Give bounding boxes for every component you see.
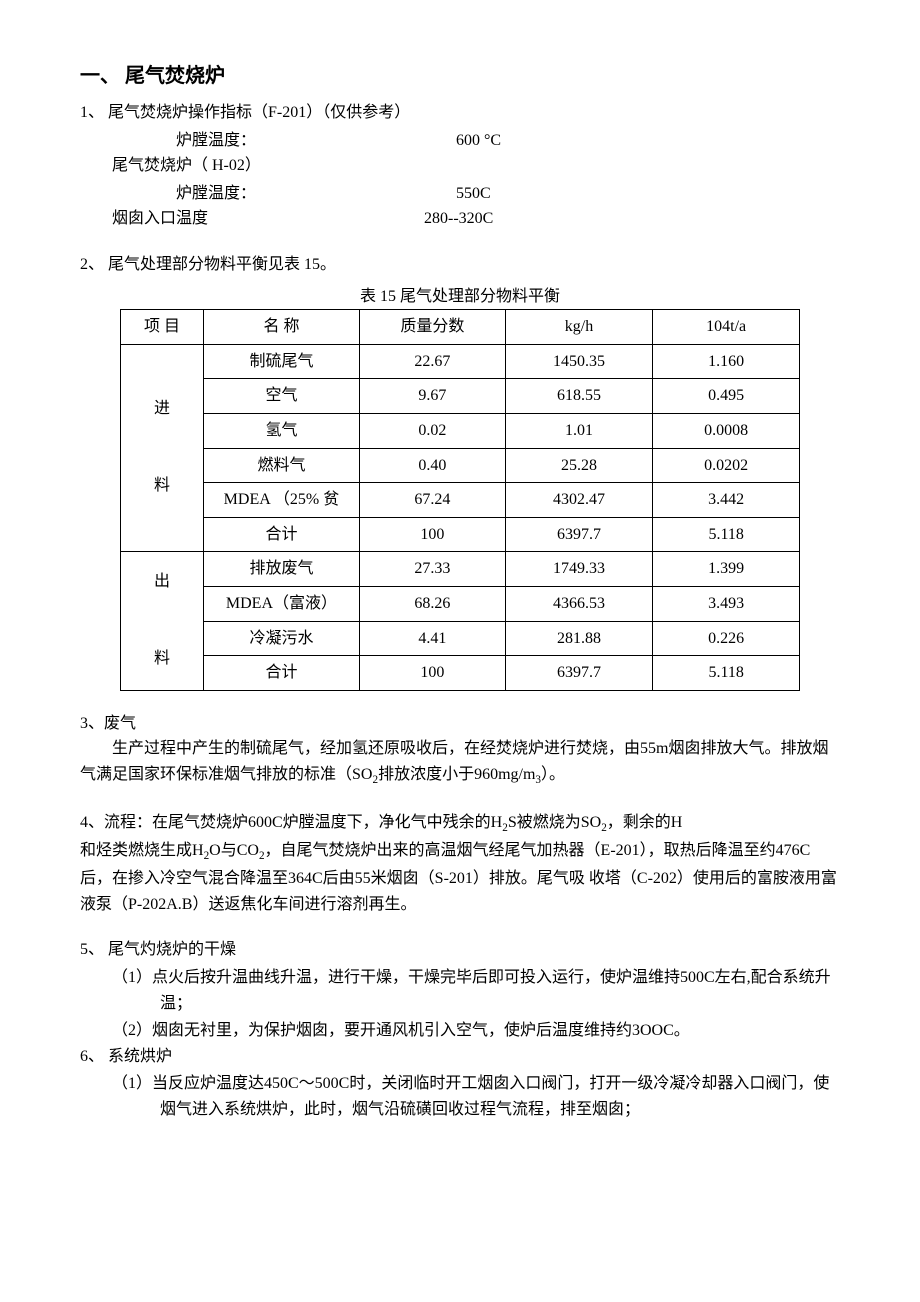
cell: 氢气	[203, 413, 359, 448]
sec4-text-4: 和烃类燃烧生成H	[80, 842, 204, 859]
cell: 3.493	[653, 586, 800, 621]
sec1-sublabel: 尾气焚烧炉（ H-02）	[112, 153, 840, 179]
sec6-title: 6、 系统烘炉	[80, 1044, 840, 1070]
col-header-3: kg/h	[505, 310, 653, 345]
table-row: MDEA （25% 贫 67.24 4302.47 3.442	[121, 483, 800, 518]
sec1-row1: 炉膛温度： 600 °C	[176, 128, 840, 154]
sec4-text-1: 4、流程：在尾气焚烧炉600C炉膛温度下，净化气中残余的H	[80, 814, 502, 831]
sec3-text-3: ）。	[541, 766, 565, 783]
cell: 4.41	[359, 621, 505, 656]
cell: 25.28	[505, 448, 653, 483]
main-heading: 一、 尾气焚烧炉	[80, 60, 840, 92]
cell: 合计	[203, 656, 359, 691]
sec5-item1: （1）点火后按升温曲线升温，进行干燥，干燥完毕后即可投入运行，使炉温维持500C…	[112, 965, 840, 1016]
cell: 281.88	[505, 621, 653, 656]
table-row: 进料 制硫尾气 22.67 1450.35 1.160	[121, 344, 800, 379]
col-header-0: 项 目	[121, 310, 204, 345]
sec1-row1-value: 600 °C	[456, 128, 840, 154]
cell: 0.0202	[653, 448, 800, 483]
cell: MDEA （25% 贫	[203, 483, 359, 518]
cell: 9.67	[359, 379, 505, 414]
cell: 燃料气	[203, 448, 359, 483]
cell: 5.118	[653, 656, 800, 691]
cell: 4366.53	[505, 586, 653, 621]
sec4-body: 4、流程：在尾气焚烧炉600C炉膛温度下，净化气中残余的H2S被燃烧为SO2，剩…	[80, 810, 840, 917]
sec1-title: 1、 尾气焚烧炉操作指标（F-201）（仅供参考）	[80, 100, 840, 126]
sec4-text-3: ，剩余的H	[607, 814, 683, 831]
cell: MDEA（富液）	[203, 586, 359, 621]
cell: 67.24	[359, 483, 505, 518]
cell: 6397.7	[505, 517, 653, 552]
cell: 1450.35	[505, 344, 653, 379]
cell: 4302.47	[505, 483, 653, 518]
cell: 3.442	[653, 483, 800, 518]
group-out: 出料	[121, 552, 204, 690]
cell: 22.67	[359, 344, 505, 379]
sec1-row1-label: 炉膛温度：	[176, 128, 456, 154]
table-row: 氢气 0.02 1.01 0.0008	[121, 413, 800, 448]
sec5-title: 5、 尾气灼烧炉的干燥	[80, 937, 840, 963]
sec1-row2-label: 炉膛温度：	[176, 181, 456, 207]
col-header-4: 104t/a	[653, 310, 800, 345]
cell: 1.01	[505, 413, 653, 448]
sec2-title: 2、 尾气处理部分物料平衡见表 15。	[80, 252, 840, 278]
table-row: 出料 排放废气 27.33 1749.33 1.399	[121, 552, 800, 587]
table-row: 合计 100 6397.7 5.118	[121, 517, 800, 552]
material-balance-table: 项 目 名 称 质量分数 kg/h 104t/a 进料 制硫尾气 22.67 1…	[120, 309, 800, 691]
cell: 618.55	[505, 379, 653, 414]
sec3-title: 3、废气	[80, 711, 840, 737]
sec6-item1: （1）当反应炉温度达450C～500C时，关闭临时开工烟囱入口阀门，打开一级冷凝…	[112, 1071, 840, 1122]
cell: 27.33	[359, 552, 505, 587]
cell: 制硫尾气	[203, 344, 359, 379]
cell: 0.0008	[653, 413, 800, 448]
cell: 排放废气	[203, 552, 359, 587]
sec1-row3-label: 烟囱入口温度	[112, 206, 424, 232]
cell: 100	[359, 656, 505, 691]
sec3-body: 生产过程中产生的制硫尾气，经加氢还原吸收后，在经焚烧炉进行焚烧，由55m烟囱排放…	[80, 736, 840, 790]
sec1-row2-value: 550C	[456, 181, 840, 207]
cell: 1.399	[653, 552, 800, 587]
sec5-item2: （2）烟囱无衬里，为保护烟囱，要开通风机引入空气，使炉后温度维持约3OOC。	[112, 1018, 840, 1044]
cell: 0.02	[359, 413, 505, 448]
cell: 0.40	[359, 448, 505, 483]
sec3-text-2: 排放浓度小于960mg/m	[378, 766, 535, 783]
section-1: 1、 尾气焚烧炉操作指标（F-201）（仅供参考） 炉膛温度： 600 °C 尾…	[80, 100, 840, 232]
col-header-1: 名 称	[203, 310, 359, 345]
table-row: MDEA（富液） 68.26 4366.53 3.493	[121, 586, 800, 621]
cell: 0.226	[653, 621, 800, 656]
table-row: 合计 100 6397.7 5.118	[121, 656, 800, 691]
cell: 6397.7	[505, 656, 653, 691]
cell: 1.160	[653, 344, 800, 379]
table-caption: 表 15 尾气处理部分物料平衡	[80, 284, 840, 310]
table-row: 空气 9.67 618.55 0.495	[121, 379, 800, 414]
col-header-2: 质量分数	[359, 310, 505, 345]
sec4-text-2: S被燃烧为SO	[508, 814, 601, 831]
sec4-text-5: O与CO	[209, 842, 259, 859]
cell: 100	[359, 517, 505, 552]
cell: 1749.33	[505, 552, 653, 587]
table-row: 冷凝污水 4.41 281.88 0.226	[121, 621, 800, 656]
sec1-row3: 烟囱入口温度 280--320C	[112, 206, 840, 232]
table-row: 燃料气 0.40 25.28 0.0202	[121, 448, 800, 483]
group-in: 进料	[121, 344, 204, 552]
cell: 合计	[203, 517, 359, 552]
table-header-row: 项 目 名 称 质量分数 kg/h 104t/a	[121, 310, 800, 345]
cell: 冷凝污水	[203, 621, 359, 656]
cell: 68.26	[359, 586, 505, 621]
sec1-row3-value: 280--320C	[424, 206, 840, 232]
cell: 空气	[203, 379, 359, 414]
sec1-row2: 炉膛温度： 550C	[176, 181, 840, 207]
cell: 0.495	[653, 379, 800, 414]
cell: 5.118	[653, 517, 800, 552]
